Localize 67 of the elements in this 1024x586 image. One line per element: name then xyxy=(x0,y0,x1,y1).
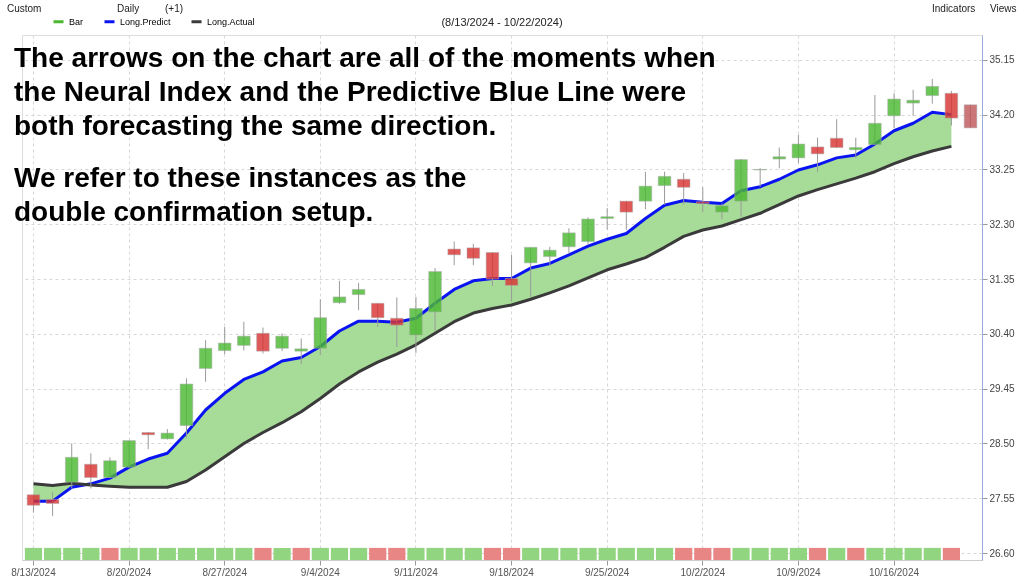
y-tick-label: 27.55 xyxy=(989,492,1015,504)
text: Custom xyxy=(7,3,42,14)
chart-title: (8/13/2024 - 10/22/2024) xyxy=(441,16,563,28)
y-tick-label: 31.35 xyxy=(989,273,1015,285)
candlestick xyxy=(332,280,347,305)
candlestick xyxy=(256,327,270,354)
candlestick xyxy=(505,254,519,303)
x-tick-label: 8/13/2024 xyxy=(11,566,57,578)
candlestick xyxy=(562,227,576,255)
x-tick-label: 9/25/2024 xyxy=(584,566,630,578)
legend-label: Long.Actual xyxy=(207,16,255,27)
candlestick xyxy=(677,172,691,206)
candlestick xyxy=(600,207,614,230)
candlestick xyxy=(524,246,538,298)
x-tick-label: 8/27/2024 xyxy=(202,566,248,578)
candlestick xyxy=(696,186,710,213)
x-tick-label: 10/16/2024 xyxy=(869,566,920,578)
y-tick-label: 35.15 xyxy=(989,54,1015,66)
candlestick xyxy=(830,118,844,149)
candlestick xyxy=(581,216,595,246)
candlestick xyxy=(390,297,404,348)
annotation: The arrows on the chart are all of the moments when the Neural Index and the Predictive Blue Line were both forecasting the same direction. xyxy=(14,42,716,141)
candlestick xyxy=(352,282,366,311)
y-tick-label: 34.20 xyxy=(989,109,1015,121)
text: Views xyxy=(990,3,1017,14)
candlestick xyxy=(46,491,60,517)
candlestick xyxy=(294,337,308,365)
candlestick xyxy=(199,339,213,383)
annotation: We refer to these instances as the double confirmation setup. xyxy=(14,162,467,227)
text: Daily xyxy=(117,3,140,14)
x-tick-label: 10/2/2024 xyxy=(680,566,726,578)
candlestick xyxy=(657,171,672,206)
x-tick-label: 9/18/2024 xyxy=(489,566,535,578)
candlestick xyxy=(543,246,557,267)
x-tick-label: 8/20/2024 xyxy=(106,566,152,578)
candlestick xyxy=(84,452,98,489)
candlestick xyxy=(925,78,939,105)
candlestick xyxy=(466,243,480,266)
candlestick xyxy=(810,137,825,173)
legend-label: Bar xyxy=(69,16,84,27)
text: Indicators xyxy=(932,3,976,14)
y-tick-label: 33.25 xyxy=(989,163,1015,175)
y-tick-label: 32.30 xyxy=(989,218,1015,230)
candlestick xyxy=(772,147,786,169)
y-tick-label: 26.60 xyxy=(989,547,1015,559)
candlestick xyxy=(963,104,978,129)
x-tick-label: 9/4/2024 xyxy=(300,566,341,578)
candlestick xyxy=(619,200,633,231)
candlestick xyxy=(906,89,920,117)
y-tick-label: 28.50 xyxy=(989,437,1015,449)
candlestick xyxy=(218,326,232,355)
x-tick-label: 9/11/2024 xyxy=(394,566,439,578)
legend-label: Long.Predict xyxy=(120,16,172,27)
candlestick xyxy=(791,134,805,164)
y-tick-label: 29.45 xyxy=(989,383,1015,395)
candlestick xyxy=(447,241,461,266)
candlestick xyxy=(849,137,863,159)
candlestick xyxy=(715,202,729,220)
candlestick xyxy=(237,321,251,352)
candlestick xyxy=(638,171,652,210)
candlestick xyxy=(868,94,882,146)
candlestick xyxy=(887,92,901,129)
y-tick-label: 30.40 xyxy=(989,328,1015,340)
candlestick xyxy=(753,167,767,188)
x-tick-label: 10/9/2024 xyxy=(776,566,822,578)
candlestick xyxy=(371,302,385,328)
text: (+1) xyxy=(165,3,184,14)
